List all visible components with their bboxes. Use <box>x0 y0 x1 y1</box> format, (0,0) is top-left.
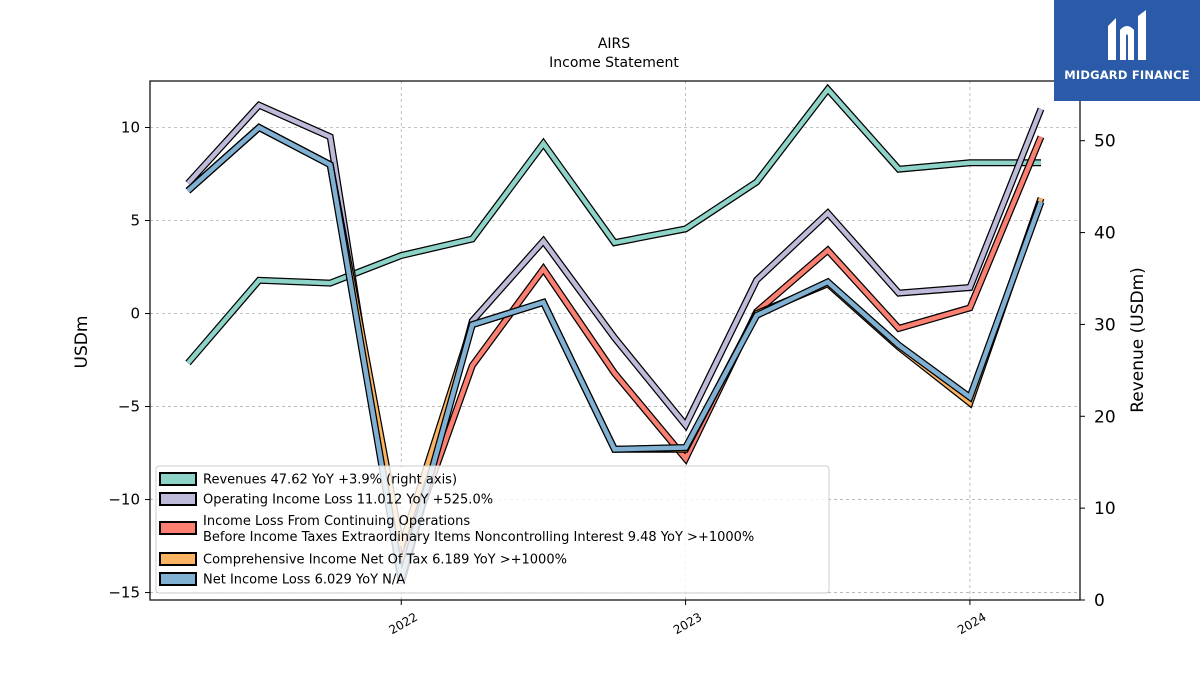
legend-entry: Operating Income Loss 11.012 YoY +525.0% <box>159 492 493 508</box>
brand-name: MIDGARD FINANCE <box>1064 68 1190 82</box>
chart-subtitle: Income Statement <box>549 55 679 71</box>
legend-entry: Income Loss From Continuing OperationsBe… <box>159 514 754 545</box>
x-tick-label: 2022 <box>387 610 420 637</box>
legend-swatch <box>159 552 197 566</box>
legend-entry: Revenues 47.62 YoY +3.9% (right axis) <box>159 472 457 488</box>
x-axis: 2022 2023 2024 <box>387 600 989 637</box>
y2-tick-label: 0 <box>1094 591 1105 611</box>
x-tick-label: 2024 <box>955 610 988 637</box>
legend-box <box>155 465 830 594</box>
y-tick-label: 0 <box>130 305 140 323</box>
left-y-axis: 10 5 0 −5 −10 −15 <box>108 119 150 602</box>
y2-tick-label: 10 <box>1094 499 1116 519</box>
y-tick-label: 5 <box>130 212 140 230</box>
y-tick-label: −15 <box>108 584 140 602</box>
series-line <box>186 102 1044 584</box>
legend-swatch <box>159 572 197 586</box>
series-line <box>186 85 1041 365</box>
legend-label-line2: Before Income Taxes Extraordinary Items … <box>203 530 754 545</box>
legend-entry: Net Income Loss 6.029 YoY N/A <box>159 572 405 588</box>
series-0 <box>185 83 1041 366</box>
y2-tick-label: 50 <box>1094 132 1116 152</box>
y-tick-label: −10 <box>108 491 140 509</box>
series-1 <box>185 100 1045 585</box>
brand-logo-icon <box>1108 10 1146 60</box>
right-axis-label: Revenue (USDm) <box>1128 267 1148 413</box>
left-axis-label: USDm <box>72 316 92 369</box>
y2-tick-label: 40 <box>1094 224 1116 244</box>
legend-label: Operating Income Loss 11.012 YoY +525.0% <box>203 493 493 508</box>
legend-label-line1: Income Loss From Continuing Operations <box>203 514 470 529</box>
x-tick-label: 2023 <box>671 610 704 637</box>
series-lines <box>185 83 1045 585</box>
legend-label: Revenues 47.62 YoY +3.9% (right axis) <box>203 473 457 488</box>
series-4 <box>185 123 1045 581</box>
legend-swatch <box>159 521 197 535</box>
y2-tick-label: 20 <box>1094 407 1116 427</box>
plot-frame <box>149 80 1081 601</box>
legend-swatch <box>159 492 197 506</box>
legend-label: Comprehensive Income Net Of Tax 6.189 Yo… <box>203 553 567 568</box>
legend-label: Net Income Loss 6.029 YoY N/A <box>203 573 405 588</box>
right-y-axis: 50 40 30 20 10 0 <box>1080 132 1116 611</box>
y-tick-label: −5 <box>118 398 140 416</box>
chart-title: AIRS <box>598 36 630 52</box>
legend-entry: Comprehensive Income Net Of Tax 6.189 Yo… <box>159 552 567 568</box>
legend-swatch <box>159 472 197 486</box>
brand-logo: MIDGARD FINANCE <box>1054 0 1200 101</box>
y2-tick-label: 30 <box>1094 315 1116 335</box>
legend: Revenues 47.62 YoY +3.9% (right axis) Ope… <box>155 465 830 594</box>
y-tick-label: 10 <box>121 119 140 137</box>
series-line <box>186 124 1044 581</box>
